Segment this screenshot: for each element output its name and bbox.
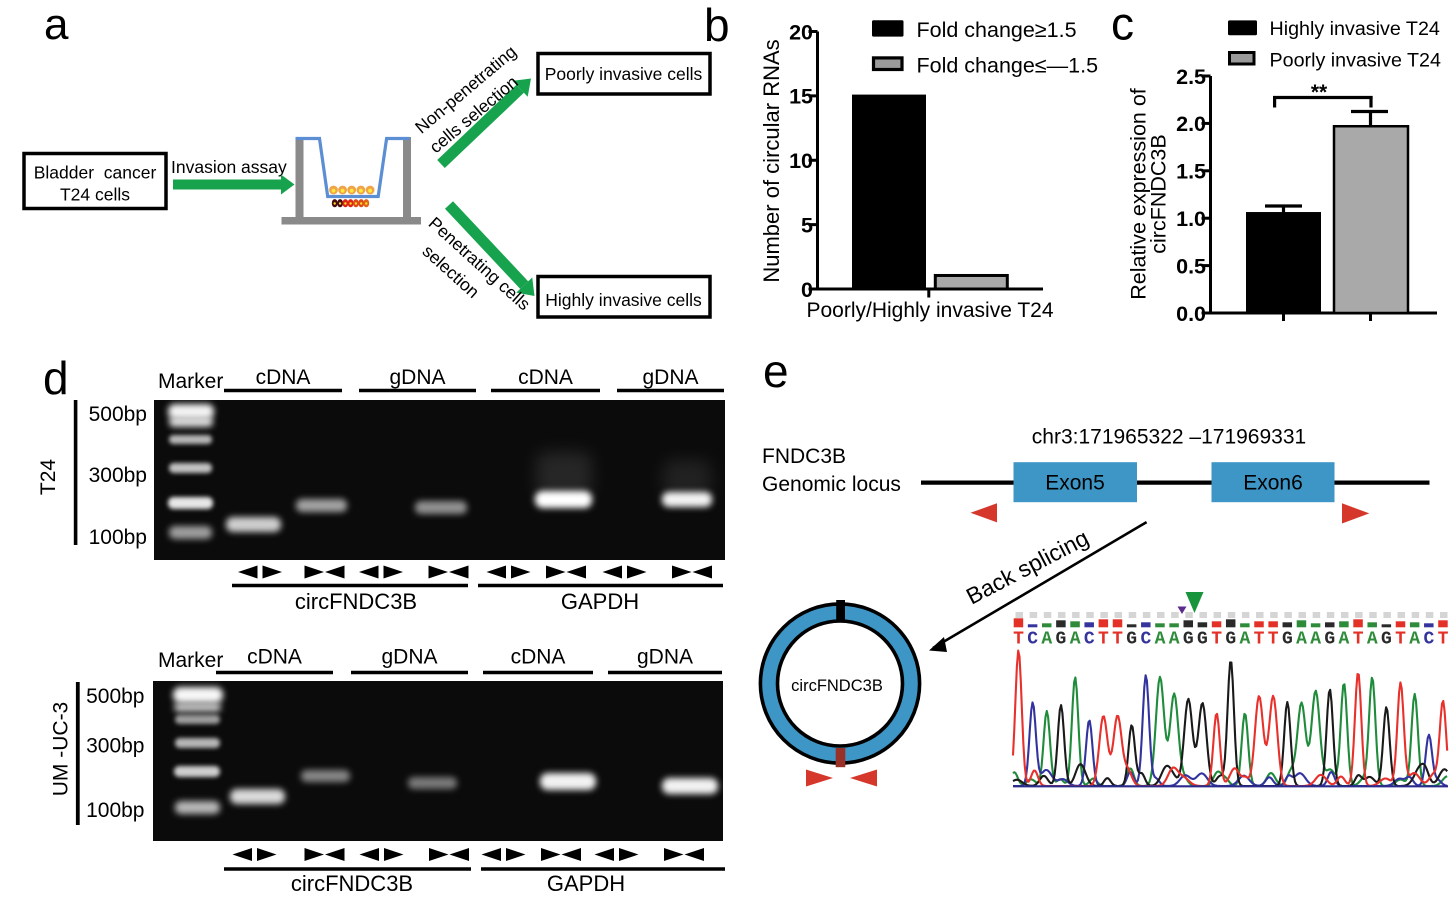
svg-text:A: A [1367,630,1378,650]
svg-text:FNDC3B: FNDC3B [762,445,846,468]
svg-text:Bladder cancer: Bladder cancer [34,162,157,182]
svg-text:T: T [1438,630,1449,650]
svg-text:Highly invasive cells: Highly invasive cells [545,290,702,310]
svg-text:100bp: 100bp [86,799,144,822]
svg-text:A: A [1339,630,1350,650]
svg-text:circFNDC3B: circFNDC3B [295,589,417,614]
svg-text:0.5: 0.5 [1176,254,1206,278]
svg-text:GAPDH: GAPDH [547,871,625,894]
svg-text:Genomic locus: Genomic locus [762,473,901,496]
svg-text:Exon6: Exon6 [1243,472,1303,495]
svg-text:500bp: 500bp [86,685,144,708]
svg-text:cDNA: cDNA [511,646,566,669]
svg-text:GAPDH: GAPDH [561,589,639,614]
svg-text:15: 15 [789,85,813,109]
svg-text:C: C [1084,630,1095,650]
svg-text:circFNDC3B: circFNDC3B [1147,134,1171,253]
svg-text:C: C [1140,630,1151,650]
svg-text:T: T [1013,630,1024,650]
svg-text:Highly invasive T24: Highly invasive T24 [1270,18,1440,40]
svg-text:e: e [763,345,789,397]
svg-text:Fold change≤—1.5: Fold change≤—1.5 [917,54,1099,78]
svg-text:T: T [1098,630,1109,650]
svg-text:G: G [1183,630,1194,650]
svg-text:d: d [43,352,69,404]
svg-text:T: T [1395,630,1406,650]
svg-text:A: A [1070,630,1081,650]
svg-text:A: A [1310,630,1321,650]
svg-text:UM -UC-3: UM -UC-3 [50,702,73,797]
svg-text:G: G [1381,630,1392,650]
svg-text:a: a [44,0,69,49]
svg-text:G: G [1282,630,1293,650]
svg-text:Relative expression of: Relative expression of [1127,88,1151,300]
svg-text:gDNA: gDNA [381,646,437,669]
svg-text:gDNA: gDNA [389,366,445,389]
svg-text:Marker: Marker [158,370,223,393]
svg-text:Fold change≥1.5: Fold change≥1.5 [917,18,1077,42]
svg-text:cDNA: cDNA [256,366,311,389]
svg-text:300bp: 300bp [86,735,144,758]
svg-text:1.0: 1.0 [1176,207,1206,231]
svg-text:20: 20 [789,20,813,44]
svg-text:Exon5: Exon5 [1045,472,1105,495]
svg-text:2.5: 2.5 [1176,65,1206,89]
svg-text:C: C [1423,630,1434,650]
svg-text:T: T [1353,630,1364,650]
svg-text:Number of circular RNAs: Number of circular RNAs [759,39,784,282]
svg-text:0.0: 0.0 [1176,302,1206,326]
svg-text:A: A [1155,630,1166,650]
svg-text:G: G [1197,630,1208,650]
svg-text:T24 cells: T24 cells [60,185,130,205]
svg-text:T: T [1254,630,1265,650]
svg-text:T24: T24 [37,459,60,496]
svg-text:circFNDC3B: circFNDC3B [791,677,883,695]
svg-text:A: A [1169,630,1180,650]
svg-text:Invasion assay: Invasion assay [171,157,287,177]
svg-text:G: G [1324,630,1335,650]
svg-text:Poorly/Highly invasive T24: Poorly/Highly invasive T24 [806,299,1053,322]
svg-text:T: T [1112,630,1123,650]
svg-text:C: C [1027,630,1038,650]
svg-text:T: T [1268,630,1279,650]
svg-text:0: 0 [801,278,813,302]
svg-text:b: b [704,0,730,51]
svg-text:T: T [1211,630,1222,650]
svg-text:c: c [1111,0,1134,50]
svg-text:G: G [1126,630,1137,650]
svg-text:10: 10 [789,149,813,173]
svg-text:gDNA: gDNA [642,366,698,389]
svg-text:circFNDC3B: circFNDC3B [291,871,413,894]
svg-text:**: ** [1311,81,1328,104]
svg-text:cDNA: cDNA [247,646,302,669]
svg-text:chr3:171965322 –171969331: chr3:171965322 –171969331 [1032,426,1306,449]
svg-text:Marker: Marker [158,649,223,672]
svg-text:Poorly invasive T24: Poorly invasive T24 [1270,50,1441,72]
svg-text:300bp: 300bp [89,464,147,487]
svg-text:5: 5 [801,213,813,237]
svg-text:2.0: 2.0 [1176,112,1206,136]
svg-text:gDNA: gDNA [637,646,693,669]
svg-text:A: A [1239,630,1250,650]
svg-text:A: A [1409,630,1420,650]
svg-text:500bp: 500bp [89,403,147,426]
svg-text:G: G [1225,630,1236,650]
svg-text:1.5: 1.5 [1176,160,1206,184]
svg-text:cDNA: cDNA [518,366,573,389]
svg-text:A: A [1041,630,1052,650]
svg-text:100bp: 100bp [89,526,147,549]
svg-text:Poorly invasive cells: Poorly invasive cells [545,64,703,84]
svg-text:G: G [1056,630,1067,650]
svg-text:A: A [1296,630,1307,650]
